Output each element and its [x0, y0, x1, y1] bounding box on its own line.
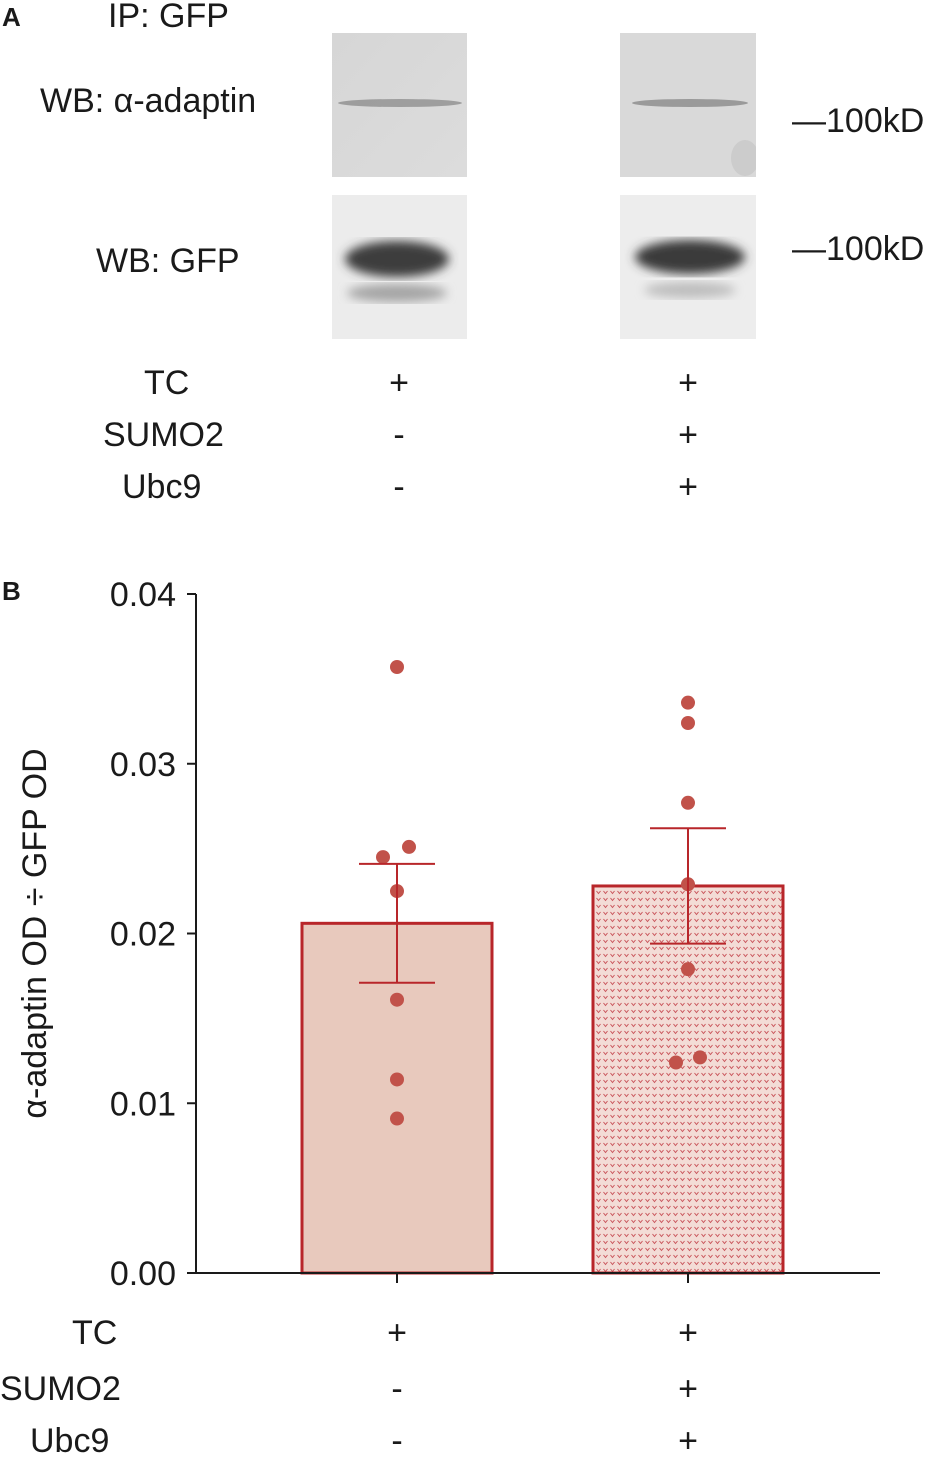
y-tick-label-4: 0.04 [110, 576, 176, 614]
panel-b-letter: B [2, 576, 21, 606]
panel-a-ubc9-lane1: - [393, 468, 405, 506]
blot-gfp-lane1 [332, 195, 467, 339]
panel-a-cond-tc: TC [144, 364, 190, 402]
blot-alpha-adaptin-lane1 [332, 33, 467, 177]
data-point-1-2 [376, 850, 390, 865]
marker-top: —100kD [792, 102, 925, 140]
panel-b-tc-lane1: + [387, 1314, 407, 1352]
panel-a-cond-sumo2: SUMO2 [103, 416, 224, 454]
panel-a-ubc9-lane2: + [678, 468, 698, 506]
blot-gfp-lane2 [620, 195, 756, 339]
panel-b-sumo2-lane2: + [678, 1370, 698, 1408]
data-point-2-6 [693, 1050, 707, 1065]
panel-b-ubc9-lane2: + [678, 1422, 698, 1460]
data-point-2-5 [681, 962, 695, 977]
data-point-1-1 [390, 659, 404, 674]
bar-2 [591, 884, 785, 1275]
panel-a-tc-lane2: + [678, 364, 698, 402]
data-point-1-7 [390, 1111, 404, 1126]
y-tick-label-3: 0.03 [110, 746, 176, 784]
y-axis-title: α-adaptin OD ÷ GFP OD [16, 748, 54, 1118]
data-point-2-1 [681, 695, 695, 710]
blot-alpha-adaptin-lane2 [620, 33, 756, 177]
data-point-2-3 [681, 795, 695, 810]
panel-a-sumo2-lane2: + [678, 416, 698, 454]
data-point-1-3 [402, 839, 416, 854]
marker-bottom: —100kD [792, 230, 925, 268]
wb-alpha-adaptin-label: WB: α-adaptin [40, 82, 257, 120]
panel-a-tc-lane1: + [389, 364, 409, 402]
panel-b-cond-ubc9: Ubc9 [30, 1422, 110, 1460]
bar-chart: 0.00 0.01 0.02 0.03 0.04 α-adaptin OD ÷ GFP O… [16, 576, 880, 1293]
panel-b-cond-tc: TC [72, 1314, 118, 1352]
panel-b-tc-lane2: + [678, 1314, 698, 1352]
panel-a-sumo2-lane1: - [393, 416, 405, 454]
data-point-2-7 [669, 1055, 683, 1070]
data-point-1-5 [390, 992, 404, 1007]
panel-a-letter: A [2, 2, 21, 32]
panel-b-cond-sumo2: SUMO2 [0, 1370, 121, 1408]
panel-a-cond-ubc9: Ubc9 [122, 468, 202, 506]
data-point-1-6 [390, 1072, 404, 1087]
y-tick-label-1: 0.01 [110, 1085, 176, 1123]
wb-gfp-label: WB: GFP [96, 242, 240, 280]
panel-b-ubc9-lane1: - [391, 1422, 403, 1460]
panel-b-sumo2-lane1: - [391, 1370, 403, 1408]
y-tick-label-2: 0.02 [110, 916, 176, 954]
data-point-2-2 [681, 716, 695, 731]
y-tick-label-0: 0.00 [110, 1255, 176, 1293]
ip-label: IP: GFP [108, 0, 229, 35]
